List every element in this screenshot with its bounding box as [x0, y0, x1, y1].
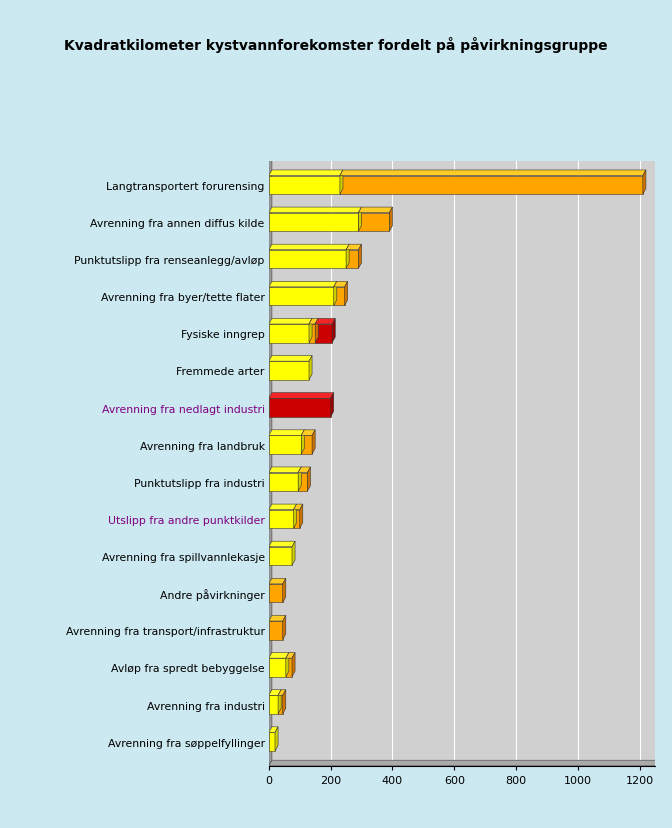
- Polygon shape: [269, 171, 343, 176]
- Polygon shape: [283, 690, 286, 714]
- Polygon shape: [269, 616, 286, 621]
- Bar: [269, 621, 283, 640]
- Polygon shape: [278, 690, 281, 714]
- Polygon shape: [283, 616, 286, 640]
- Polygon shape: [345, 282, 347, 306]
- Polygon shape: [315, 319, 319, 343]
- Polygon shape: [358, 208, 392, 214]
- Polygon shape: [275, 727, 278, 751]
- Polygon shape: [307, 467, 310, 492]
- Polygon shape: [269, 504, 296, 510]
- Polygon shape: [334, 282, 347, 287]
- Bar: [315, 325, 332, 343]
- Polygon shape: [340, 171, 343, 195]
- Bar: [269, 362, 309, 380]
- Polygon shape: [269, 542, 295, 547]
- Bar: [358, 214, 389, 232]
- Text: Kvadratkilometer kystvannforekomster fordelt på påvirkningsgruppe: Kvadratkilometer kystvannforekomster for…: [65, 37, 607, 53]
- Bar: [301, 436, 312, 455]
- Bar: [294, 510, 300, 528]
- Polygon shape: [269, 208, 362, 214]
- Polygon shape: [292, 652, 295, 677]
- Polygon shape: [292, 542, 295, 566]
- Polygon shape: [294, 504, 303, 510]
- Polygon shape: [269, 760, 659, 766]
- Polygon shape: [301, 431, 315, 436]
- Polygon shape: [346, 245, 349, 269]
- Polygon shape: [346, 245, 362, 250]
- Polygon shape: [298, 467, 301, 492]
- Bar: [286, 658, 292, 677]
- Polygon shape: [269, 319, 312, 325]
- Polygon shape: [269, 579, 286, 585]
- Bar: [278, 696, 283, 714]
- Polygon shape: [269, 282, 337, 287]
- Polygon shape: [269, 652, 289, 658]
- Bar: [269, 214, 358, 232]
- Polygon shape: [331, 393, 334, 417]
- Bar: [269, 176, 340, 195]
- Bar: [269, 399, 331, 417]
- Polygon shape: [269, 431, 304, 436]
- Bar: [340, 176, 643, 195]
- Bar: [346, 250, 358, 269]
- Polygon shape: [332, 319, 335, 343]
- Polygon shape: [389, 208, 392, 232]
- Polygon shape: [334, 282, 337, 306]
- Bar: [309, 325, 315, 343]
- Bar: [269, 510, 294, 528]
- Polygon shape: [309, 319, 319, 325]
- Polygon shape: [278, 690, 286, 696]
- Polygon shape: [269, 727, 278, 733]
- Polygon shape: [300, 504, 303, 528]
- Polygon shape: [643, 171, 646, 195]
- Bar: [269, 473, 298, 492]
- Polygon shape: [283, 579, 286, 603]
- Polygon shape: [269, 156, 272, 766]
- Polygon shape: [315, 319, 335, 325]
- Bar: [269, 585, 283, 603]
- Bar: [269, 325, 309, 343]
- Bar: [269, 436, 301, 455]
- Bar: [269, 696, 278, 714]
- Polygon shape: [358, 208, 362, 232]
- Polygon shape: [312, 431, 315, 455]
- Polygon shape: [309, 319, 312, 343]
- Polygon shape: [269, 356, 312, 362]
- Polygon shape: [269, 467, 301, 473]
- Polygon shape: [286, 652, 289, 677]
- Bar: [269, 250, 346, 269]
- Bar: [334, 287, 345, 306]
- Bar: [269, 658, 286, 677]
- Polygon shape: [269, 393, 334, 399]
- Bar: [298, 473, 307, 492]
- Polygon shape: [286, 652, 295, 658]
- Bar: [269, 733, 275, 751]
- Bar: [269, 547, 292, 566]
- Polygon shape: [301, 431, 304, 455]
- Polygon shape: [358, 245, 362, 269]
- Polygon shape: [269, 245, 349, 250]
- Polygon shape: [309, 356, 312, 380]
- Polygon shape: [340, 171, 646, 176]
- Polygon shape: [269, 690, 281, 696]
- Polygon shape: [294, 504, 296, 528]
- Polygon shape: [298, 467, 310, 473]
- Bar: [269, 287, 334, 306]
